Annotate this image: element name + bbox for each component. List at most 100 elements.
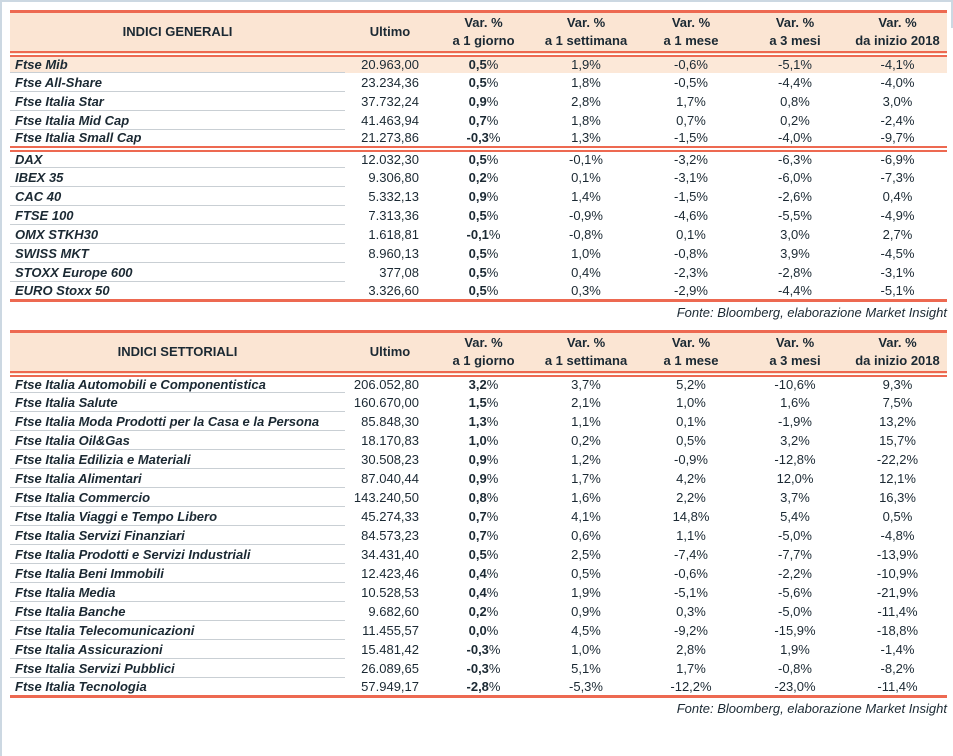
- var-da-inizio-2018-cell: -8,2%: [880, 660, 915, 676]
- var-1-giorno-cell: -0,1%: [466, 226, 501, 242]
- var-1-settimana-cell: 0,1%: [571, 169, 601, 185]
- table-row: Ftse Italia Moda Prodotti per la Casa e …: [10, 411, 947, 431]
- var-da-inizio-2018-cell: 15,7%: [879, 432, 916, 448]
- table-row: Ftse Italia Servizi Finanziari 84.573,23 0…: [10, 525, 947, 545]
- index-name-cell: OMX STKH30: [10, 224, 345, 244]
- index-name-cell: Ftse Italia Commercio: [10, 487, 345, 507]
- var-da-inizio-2018-cell: -3,1%: [880, 264, 915, 280]
- ultimo-value-cell: 143.240,50: [353, 489, 419, 505]
- var-1-giorno-cell: 0,8%: [468, 489, 499, 505]
- table-row: Ftse Italia Banche 9.682,60 0,2% 0,9% 0,3% -5…: [10, 601, 947, 621]
- var-1-settimana-cell: 0,3%: [571, 282, 601, 298]
- var-3-mesi-cell: -4,4%: [778, 74, 812, 90]
- var-1-settimana-cell: 2,8%: [571, 93, 601, 109]
- index-name-cell: DAX: [10, 148, 345, 168]
- indici-settoriali-table: INDICI SETTORIALI Ultimo Var. % a 1 gior…: [10, 330, 947, 698]
- var-1-settimana-cell: 1,3%: [532, 129, 640, 152]
- var-da-inizio-2018-cell: -18,8%: [876, 622, 919, 638]
- col-header-var-da-inizio-2018: Var. % da inizio 2018: [848, 11, 947, 57]
- ultimo-value-cell: 160.670,00: [353, 394, 419, 410]
- var-3-mesi-cell: 0,8%: [780, 93, 810, 109]
- index-name-cell: Ftse Italia Prodotti e Servizi Industria…: [10, 544, 345, 564]
- var-3-mesi-cell: -2,6%: [778, 188, 812, 204]
- ultimo-value-cell: 85.848,30: [361, 413, 419, 429]
- var-1-mese-cell: -9,2%: [674, 622, 708, 638]
- ultimo-value-cell: 84.573,23: [361, 527, 419, 543]
- var-1-giorno-cell: 3,2%: [468, 377, 499, 392]
- var-1-mese-cell: -4,6%: [674, 207, 708, 223]
- ultimo-value-cell: 30.508,23: [361, 451, 419, 467]
- table-row: Ftse Italia Alimentari 87.040,44 0,9% 1,7% 4…: [10, 468, 947, 488]
- indici-generali-section: INDICI GENERALI Ultimo Var. % a 1 giorno…: [10, 10, 947, 323]
- table-row: SWISS MKT 8.960,13 0,5% 1,0% -0,8% 3,9% -4,5%: [10, 243, 947, 263]
- frame-right-edge: [951, 2, 953, 28]
- table-row: FTSE 100 7.313,36 0,5% -0,9% -4,6% -5,5% -4,9%: [10, 205, 947, 225]
- ultimo-value-cell: 206.052,80: [353, 377, 419, 392]
- var-1-giorno-cell: 0,7%: [468, 508, 499, 524]
- ultimo-value-cell: 7.313,36: [368, 207, 419, 223]
- table-row: Ftse Italia Assicurazioni 15.481,42 -0,3% 1…: [10, 639, 947, 659]
- table-row: Ftse Italia Telecomunicazioni 11.455,57 0,…: [10, 620, 947, 640]
- var-1-mese-cell: -7,4%: [674, 546, 708, 562]
- ultimo-value-cell: 12.423,46: [361, 565, 419, 581]
- var-1-giorno-cell: 0,5%: [468, 546, 499, 562]
- table-row: Ftse Italia Commercio 143.240,50 0,8% 1,6% 2…: [10, 487, 947, 507]
- col-header-var-1-giorno: Var. % a 1 giorno: [435, 331, 532, 377]
- table-row: OMX STKH30 1.618,81 -0,1% -0,8% 0,1% 3,0% 2,7%: [10, 224, 947, 244]
- var-3-mesi-cell: 3,0%: [780, 226, 810, 242]
- index-name-cell: IBEX 35: [10, 167, 345, 187]
- var-1-mese-cell: 5,2%: [676, 377, 706, 392]
- var-1-settimana-cell: -0,8%: [569, 226, 603, 242]
- var-1-mese-cell: -12,2%: [670, 678, 712, 694]
- ultimo-value-cell: 5.332,13: [368, 188, 419, 204]
- var-1-settimana-cell: 1,2%: [571, 451, 601, 467]
- var-1-giorno-cell: 1,0%: [468, 432, 499, 448]
- var-1-settimana-cell: 4,1%: [571, 508, 601, 524]
- col-header-var-da-inizio-2018: Var. % da inizio 2018: [848, 331, 947, 377]
- var-da-inizio-2018-cell: 12,1%: [879, 470, 916, 486]
- index-name-cell: Ftse Italia Salute: [10, 392, 345, 412]
- var-3-mesi-cell: -5,1%: [742, 53, 848, 73]
- ultimo-value-cell: 45.274,33: [361, 508, 419, 524]
- ultimo-value-cell: 15.481,42: [361, 641, 419, 657]
- var-1-giorno-cell: 0,5%: [468, 74, 499, 90]
- var-1-giorno-cell: 0,7%: [468, 527, 499, 543]
- var-1-giorno-cell: -2,8%: [466, 678, 501, 694]
- var-1-settimana-cell: 3,7%: [571, 377, 601, 392]
- ultimo-value-cell: 12.032,30: [361, 152, 419, 167]
- var-da-inizio-2018-cell: 13,2%: [879, 413, 916, 429]
- var-da-inizio-2018-cell: -1,4%: [880, 641, 915, 657]
- var-1-mese-cell: 0,5%: [676, 432, 706, 448]
- var-1-settimana-cell: -0,1%: [569, 152, 603, 167]
- var-1-mese-cell: 0,1%: [676, 413, 706, 429]
- var-1-settimana-cell: -0,9%: [569, 207, 603, 223]
- var-da-inizio-2018-cell: -4,5%: [880, 245, 915, 261]
- ultimo-value-cell: 11.455,57: [362, 622, 419, 638]
- table-row: EURO Stoxx 50 3.326,60 0,5% 0,3% -2,9% -4,4% -…: [10, 282, 947, 301]
- var-1-mese-cell: -2,3%: [674, 264, 708, 280]
- ultimo-value-cell: 34.431,40: [361, 546, 419, 562]
- var-1-mese-cell: 1,1%: [676, 527, 706, 543]
- source-note: Fonte: Bloomberg, elaborazione Market In…: [676, 305, 947, 320]
- var-3-mesi-cell: -0,8%: [778, 660, 812, 676]
- var-1-mese-cell: -0,6%: [640, 53, 742, 73]
- table-row: Ftse Italia Automobili e Componentistica…: [10, 373, 947, 393]
- var-da-inizio-2018-cell: -13,9%: [876, 546, 919, 562]
- var-3-mesi-cell: -10,6%: [774, 377, 816, 392]
- var-3-mesi-cell: -23,0%: [774, 678, 816, 694]
- var-1-mese-cell: -0,5%: [674, 74, 708, 90]
- var-da-inizio-2018-cell: -21,9%: [876, 584, 919, 600]
- source-note: Fonte: Bloomberg, elaborazione Market In…: [676, 701, 947, 716]
- var-3-mesi-cell: -6,0%: [778, 169, 812, 185]
- col-header-var-1-mese: Var. % a 1 mese: [640, 331, 742, 377]
- index-name-cell: Ftse All-Share: [10, 72, 345, 92]
- var-3-mesi-cell: 3,9%: [780, 245, 810, 261]
- table-row: Ftse Italia Salute 160.670,00 1,5% 2,1% 1,0%…: [10, 392, 947, 412]
- var-1-mese-cell: -5,1%: [674, 584, 708, 600]
- var-1-mese-cell: -1,5%: [674, 188, 708, 204]
- var-3-mesi-cell: -5,5%: [778, 207, 812, 223]
- table-row: Ftse Italia Small Cap 21.273,86 -0,3% 1,3% -…: [10, 129, 947, 152]
- var-1-mese-cell: 0,1%: [676, 226, 706, 242]
- ultimo-value-cell: 87.040,44: [361, 470, 419, 486]
- index-name-cell: Ftse Italia Automobili e Componentistica: [10, 373, 345, 393]
